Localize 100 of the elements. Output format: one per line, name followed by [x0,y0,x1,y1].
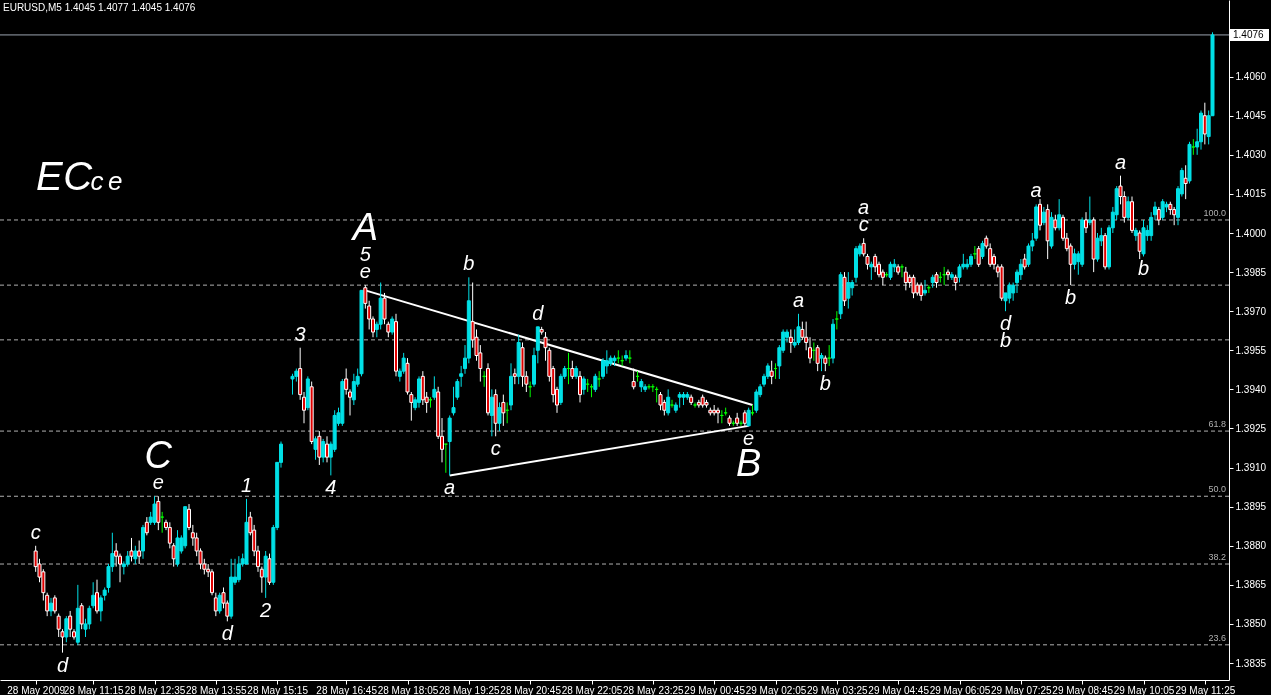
x-tick-label: 28 May 18:05 [377,684,439,695]
candlestick [1084,211,1088,234]
candlestick [815,344,820,372]
x-tick-label: 28 May 12:35 [124,684,186,695]
candlestick [903,266,908,291]
candlestick [1172,206,1177,226]
candlestick [79,602,84,630]
y-tick-label: 1.3925 [1235,422,1267,434]
annotation: a [444,476,456,499]
candlestick [497,401,502,432]
annotation: a [1114,150,1127,173]
x-tick-label: 29 May 08:45 [1052,684,1114,695]
annotation: a [1030,179,1042,202]
candlestick [578,370,582,403]
candlestick [980,240,985,260]
x-tick-label: 28 May 15:15 [247,684,309,695]
y-tick-label: 1.4060 [1235,71,1267,83]
candlestick [900,263,904,278]
candlestick [91,581,96,609]
candlestick [919,282,924,302]
x-tick-label: 29 May 04:45 [868,684,930,695]
x-tick-label: 28 May 2009 [7,684,66,695]
x-tick-label: 29 May 00:45 [684,684,746,695]
candlestick [827,344,832,367]
y-tick-label: 1.4030 [1235,149,1267,161]
x-tick-label: 28 May 23:25 [623,684,685,695]
candlestick [489,388,494,437]
candlestick [210,568,214,596]
x-tick-label: 28 May 22:05 [561,684,623,695]
candlestick [417,375,421,409]
ref-line-label: 1.4076 [1233,28,1265,40]
candlestick [52,594,57,615]
annotation: 4 [325,476,337,499]
candlestick [693,401,697,409]
annotation: d [221,622,234,645]
y-tick-label: 1.4015 [1235,188,1267,200]
candlestick [144,516,149,536]
annotation: b [819,372,831,395]
annotation: 50.0 [1208,484,1226,495]
annotation: 3 [294,322,306,345]
candlestick [95,579,99,615]
candlestick [631,368,636,390]
candlestick [834,310,839,330]
candlestick [133,545,138,565]
y-tick-label: 1.3955 [1235,344,1267,356]
x-tick-label: 29 May 02:05 [745,684,807,695]
candlestick [267,553,272,586]
candlestick [1041,206,1046,226]
chart-title: EURUSD,M5 1.4045 1.4077 1.4045 1.4076 [3,2,196,13]
annotation: c [30,520,41,543]
candlestick [670,399,674,409]
candlestick [213,592,218,617]
candlestick [290,373,295,396]
y-tick-label: 1.3895 [1235,501,1267,513]
candlestick [390,315,395,336]
x-tick-label: 28 May 11:15 [63,684,125,695]
candlestick [869,261,874,281]
candlestick [382,292,387,325]
y-tick-label: 1.3940 [1235,383,1267,395]
candlestick [788,328,793,354]
annotation: b [1137,257,1150,280]
candlestick [1202,102,1207,145]
candlestick [1095,232,1100,263]
candlestick [1087,196,1092,226]
x-tick-label: 29 May 03:25 [807,684,869,695]
annotation: e [108,166,123,196]
y-tick-label: 1.3850 [1235,618,1267,630]
candlestick [443,443,448,474]
x-tick-label: 28 May 20:45 [500,684,562,695]
annotation: a [792,288,805,311]
candlestick [1007,282,1012,304]
candlestick [447,414,452,476]
candlestick [137,540,142,565]
annotation: c [490,437,501,460]
candlestick [432,375,437,401]
annotation: E [36,154,64,198]
candlestick [401,352,406,375]
candlestick [873,253,878,273]
y-tick-label: 1.4045 [1235,110,1267,122]
candlestick [68,610,73,638]
candlestick [716,407,720,424]
annotation: 100.0 [1203,207,1226,218]
y-tick-label: 1.3910 [1235,462,1267,474]
annotation: b [1065,286,1077,309]
candlestick [141,524,145,560]
candlestick [800,321,805,341]
candlestick [129,537,134,562]
candlestick [64,615,69,643]
y-tick-label: 1.4000 [1235,227,1267,239]
annotation: 61.8 [1208,419,1226,430]
candlestick [666,388,671,416]
candlestick [236,555,241,583]
x-tick-label: 28 May 19:25 [439,684,501,695]
annotation: 1 [240,473,253,496]
candlestick [325,435,329,463]
candlestick [923,279,927,297]
candlestick [658,391,663,411]
annotation: 38.2 [1208,552,1226,563]
candlestick [581,375,586,396]
y-tick-label: 1.3880 [1235,540,1267,552]
